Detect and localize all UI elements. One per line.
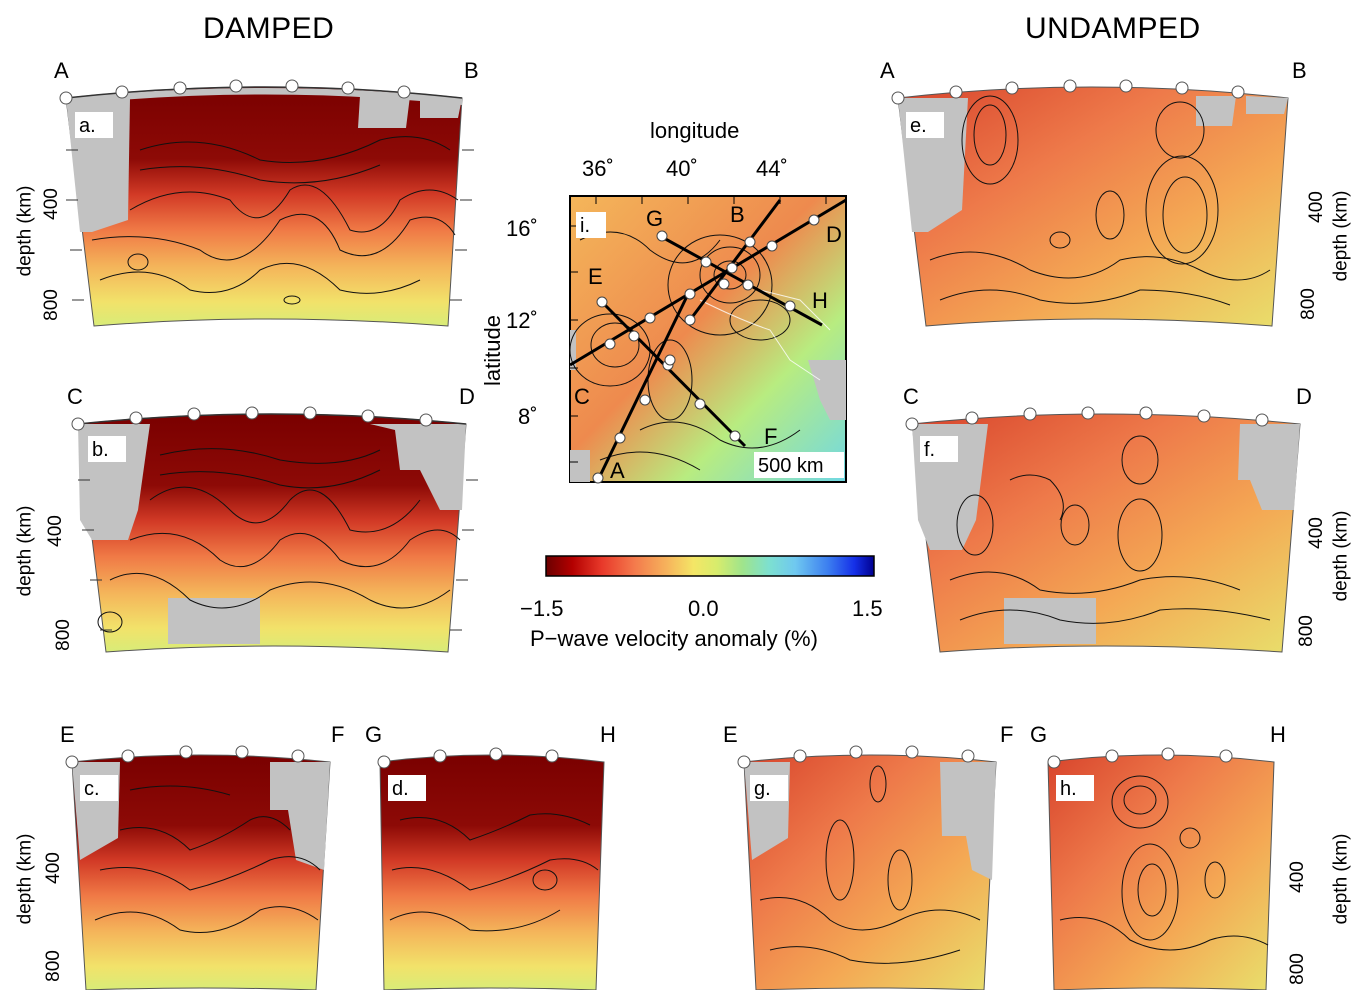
colorbar [545, 555, 875, 577]
map-tag: i. [580, 215, 590, 237]
endpoint-label-h: H [600, 722, 616, 747]
map-ylabel: latitude [480, 315, 505, 386]
map-xlabel: longitude [650, 118, 739, 143]
panel-f-section: f. [905, 406, 1301, 653]
map-scale-label: 500 km [758, 455, 824, 477]
endpoint-label-a: A [880, 58, 895, 83]
panel-d-tag: d. [392, 778, 409, 800]
endpoint-label-b: B [1292, 58, 1307, 83]
panel-c-section: c. [65, 745, 331, 990]
map-label-f: F [764, 424, 777, 449]
endpoint-label-c: C [67, 384, 83, 409]
panel-g-section: g. [737, 745, 997, 990]
endpoint-label-c: C [903, 384, 919, 409]
endpoint-label-g: G [1030, 722, 1048, 747]
colorbar-min-label: −1.5 [520, 596, 564, 621]
endpoint-label-d: D [1296, 384, 1312, 409]
endpoint-label-e: E [723, 722, 738, 747]
endpoint-label-b: B [464, 58, 479, 83]
panel-f-tag: f. [924, 439, 935, 461]
endpoint-label-g: G [365, 722, 383, 747]
panel-a-tag: a. [79, 115, 96, 137]
map-label-h: H [812, 288, 828, 313]
map-ytick-16: 16˚ [506, 216, 538, 241]
panel-e-tag: e. [910, 115, 927, 137]
map-label-a: A [610, 458, 625, 483]
panel-e-section: e. [891, 79, 1289, 327]
map-label-c: C [574, 384, 590, 409]
undamped-heading: UNDAMPED [1025, 12, 1201, 45]
panel-d-section: d. [377, 747, 605, 990]
map-ytick-12: 12˚ [506, 308, 538, 333]
map-label-b: B [730, 202, 745, 227]
endpoint-label-d: D [459, 384, 475, 409]
damped-heading: DAMPED [203, 12, 335, 45]
panel-a-section: a. [59, 79, 474, 327]
map-label-d: D [826, 222, 842, 247]
panel-h-tag: h. [1060, 778, 1077, 800]
map-ytick-8: 8˚ [518, 404, 538, 429]
colorbar-title: P−wave velocity anomaly (%) [530, 626, 818, 651]
colorbar-mid-label: 0.0 [688, 596, 719, 621]
map-panel: i. 500 km G B D E H C F A [569, 195, 847, 484]
map-xtick-44: 44˚ [756, 156, 788, 181]
panel-b-section: b. [71, 406, 478, 653]
panel-b-tag: b. [92, 439, 109, 461]
panel-g-tag: g. [754, 778, 771, 800]
map-xtick-36: 36˚ [582, 156, 614, 181]
map-label-e: E [588, 264, 603, 289]
endpoint-label-f: F [1000, 722, 1014, 747]
map-label-g: G [646, 206, 663, 231]
endpoint-label-h: H [1270, 722, 1286, 747]
panel-c-tag: c. [84, 778, 100, 800]
endpoint-label-f: F [331, 722, 345, 747]
endpoint-label-e: E [60, 722, 75, 747]
panel-h-section: h. [1047, 747, 1275, 990]
endpoint-label-a: A [54, 58, 69, 83]
map-xtick-40: 40˚ [666, 156, 698, 181]
colorbar-max-label: 1.5 [852, 596, 883, 621]
